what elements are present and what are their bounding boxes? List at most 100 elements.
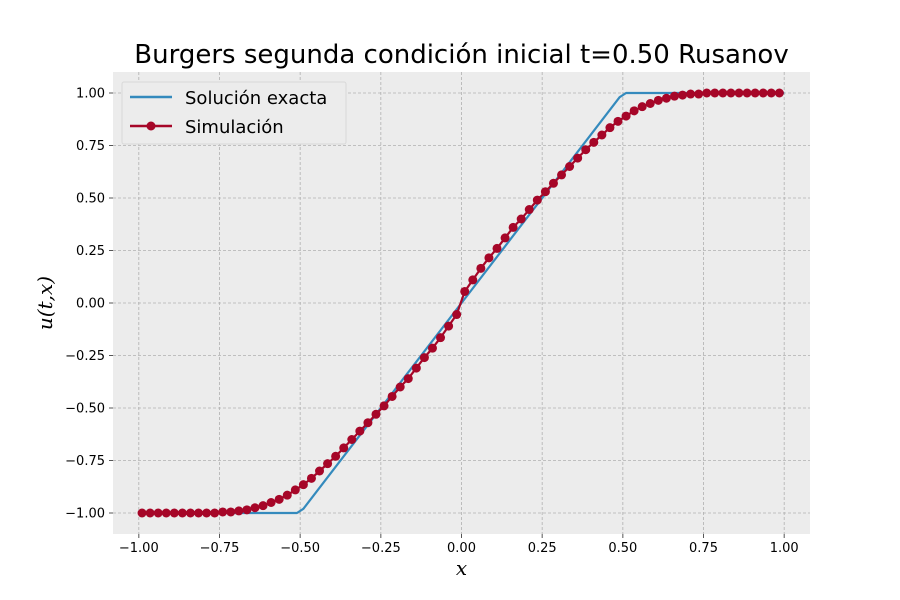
simulation-point [427,343,437,353]
simulation-point [363,418,373,428]
simulation-point [331,451,341,461]
simulation-point [266,498,276,507]
series-layer [137,88,785,518]
simulation-point [194,508,204,518]
simulation-point [766,88,776,98]
simulation-point [395,382,405,392]
simulation-point [774,88,784,98]
simulation-point [403,374,413,384]
simulation-point [702,88,712,98]
y-tick-label: 0.00 [76,297,105,312]
x-tick-label: 0.00 [447,541,476,556]
simulation-point [718,88,728,98]
simulation-point [379,401,389,411]
legend-label-exact: Solución exacta [185,88,327,109]
y-tick-label: 0.25 [76,244,105,259]
y-axis-label: u(t,x) [33,276,57,330]
simulation-point [500,233,510,243]
simulation-point [250,503,260,513]
simulation-point [597,130,607,140]
simulation-point [185,508,195,518]
simulation-point [686,89,696,99]
y-tick-label: −0.75 [65,454,105,469]
simulation-point [258,501,268,511]
simulation-point [661,93,671,103]
simulation-point [734,88,744,98]
simulation-point [589,137,599,147]
x-tick-label: −0.50 [280,541,320,556]
legend-box [121,81,347,145]
simulation-point [153,508,163,518]
simulation-point [355,426,365,436]
x-axis-ticks: −1.00 −0.75 −0.50 −0.25 0.00 0.25 0.50 0.75 1.00 [119,534,799,556]
simulation-point [298,480,308,490]
simulation-point [758,88,768,98]
simulation-point [621,111,631,121]
simulation-point [750,88,760,98]
simulation-point [145,508,155,518]
simulation-point [653,95,663,105]
simulation-point [226,507,236,517]
simulation-point [694,89,704,99]
y-axis-ticks: −1.00 −0.75 −0.50 −0.25 0.00 0.25 0.50 0.75 1.00 [65,87,113,522]
simulation-point [436,333,446,343]
simulation-point [242,505,252,515]
simulation-point [710,88,720,98]
y-tick-label: 0.50 [76,192,105,207]
simulation-point [540,187,550,197]
y-tick-label: 1.00 [76,87,105,102]
simulation-point [613,116,623,126]
simulation-point [726,88,736,98]
x-tick-label: 0.50 [608,541,637,556]
x-tick-label: 1.00 [770,541,799,556]
simulation-point [169,508,179,518]
chart-title: Burgers segunda condición inicial t=0.50… [134,40,788,70]
simulation-point [532,195,542,205]
legend-label-simulation: Simulación [185,117,284,138]
simulation-point [629,106,639,116]
simulation-point [484,253,494,263]
simulation-point [645,99,655,108]
simulation-point [508,222,518,232]
legend-marker-simulation [146,121,156,131]
simulation-point [492,243,502,253]
simulation-point [218,507,228,517]
simulation-point [516,214,526,224]
simulation-point [210,508,220,518]
simulation-point [452,310,462,320]
simulation-point [274,494,284,504]
simulation-point [460,286,470,296]
simulation-point [371,409,381,419]
simulation-point [306,473,316,483]
x-tick-label: −0.75 [200,541,240,556]
simulation-point [323,459,333,469]
simulation-point [161,508,171,518]
simulation-point [637,102,647,112]
simulation-point [669,91,679,101]
x-tick-label: 0.75 [689,541,718,556]
simulation-point [137,508,147,518]
simulation-point [557,170,567,180]
simulation-point [468,275,478,285]
y-tick-label: −0.25 [65,349,105,364]
simulation-point [419,353,429,363]
simulation-point [347,435,357,444]
simulation-point [177,508,187,518]
simulation-point [444,321,454,331]
simulation-point [573,153,583,163]
y-tick-label: 0.75 [76,139,105,154]
x-tick-label: 0.25 [528,541,557,556]
simulation-point [282,490,292,500]
simulation-point [234,506,244,516]
simulation-point [315,466,325,476]
simulation-point [678,90,688,100]
y-tick-label: −1.00 [65,507,105,522]
simulation-point [411,363,421,373]
simulation-point [387,391,397,401]
x-tick-label: −1.00 [119,541,159,556]
simulation-point [581,145,591,155]
simulation-point [548,178,558,188]
grid-lines [113,72,810,534]
simulation-point [339,443,349,453]
